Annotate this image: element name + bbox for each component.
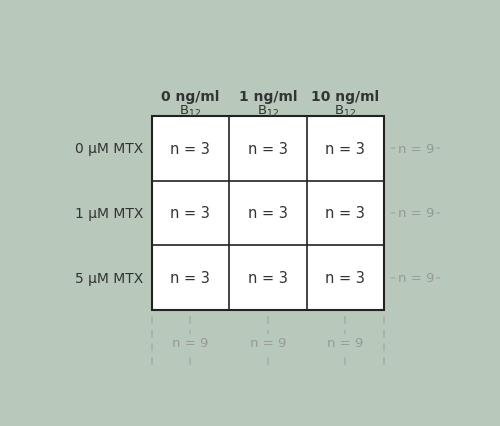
Text: n = 3: n = 3 <box>248 141 288 156</box>
Text: B$_{12}$: B$_{12}$ <box>334 103 356 118</box>
Text: B$_{12}$: B$_{12}$ <box>180 103 202 118</box>
Bar <box>152 117 384 310</box>
Text: 5 μM MTX: 5 μM MTX <box>75 271 143 285</box>
Text: n = 3: n = 3 <box>170 141 210 156</box>
Text: n = 3: n = 3 <box>326 141 366 156</box>
Text: 1 μM MTX: 1 μM MTX <box>74 207 143 221</box>
Text: 10 ng/ml: 10 ng/ml <box>312 89 380 104</box>
Text: n = 9: n = 9 <box>250 336 286 349</box>
Text: n = 3: n = 3 <box>170 271 210 285</box>
Text: n = 3: n = 3 <box>248 206 288 221</box>
Text: n = 9: n = 9 <box>327 336 364 349</box>
Text: 0 ng/ml: 0 ng/ml <box>161 89 220 104</box>
Text: n = 9: n = 9 <box>398 271 434 285</box>
Text: 0 μM MTX: 0 μM MTX <box>75 142 143 156</box>
Text: n = 3: n = 3 <box>326 271 366 285</box>
Text: n = 9: n = 9 <box>398 207 434 220</box>
Text: n = 3: n = 3 <box>170 206 210 221</box>
Text: n = 3: n = 3 <box>248 271 288 285</box>
Text: n = 3: n = 3 <box>326 206 366 221</box>
Text: n = 9: n = 9 <box>172 336 208 349</box>
Text: n = 9: n = 9 <box>398 142 434 155</box>
Text: B$_{12}$: B$_{12}$ <box>257 103 279 118</box>
Text: 1 ng/ml: 1 ng/ml <box>238 89 297 104</box>
